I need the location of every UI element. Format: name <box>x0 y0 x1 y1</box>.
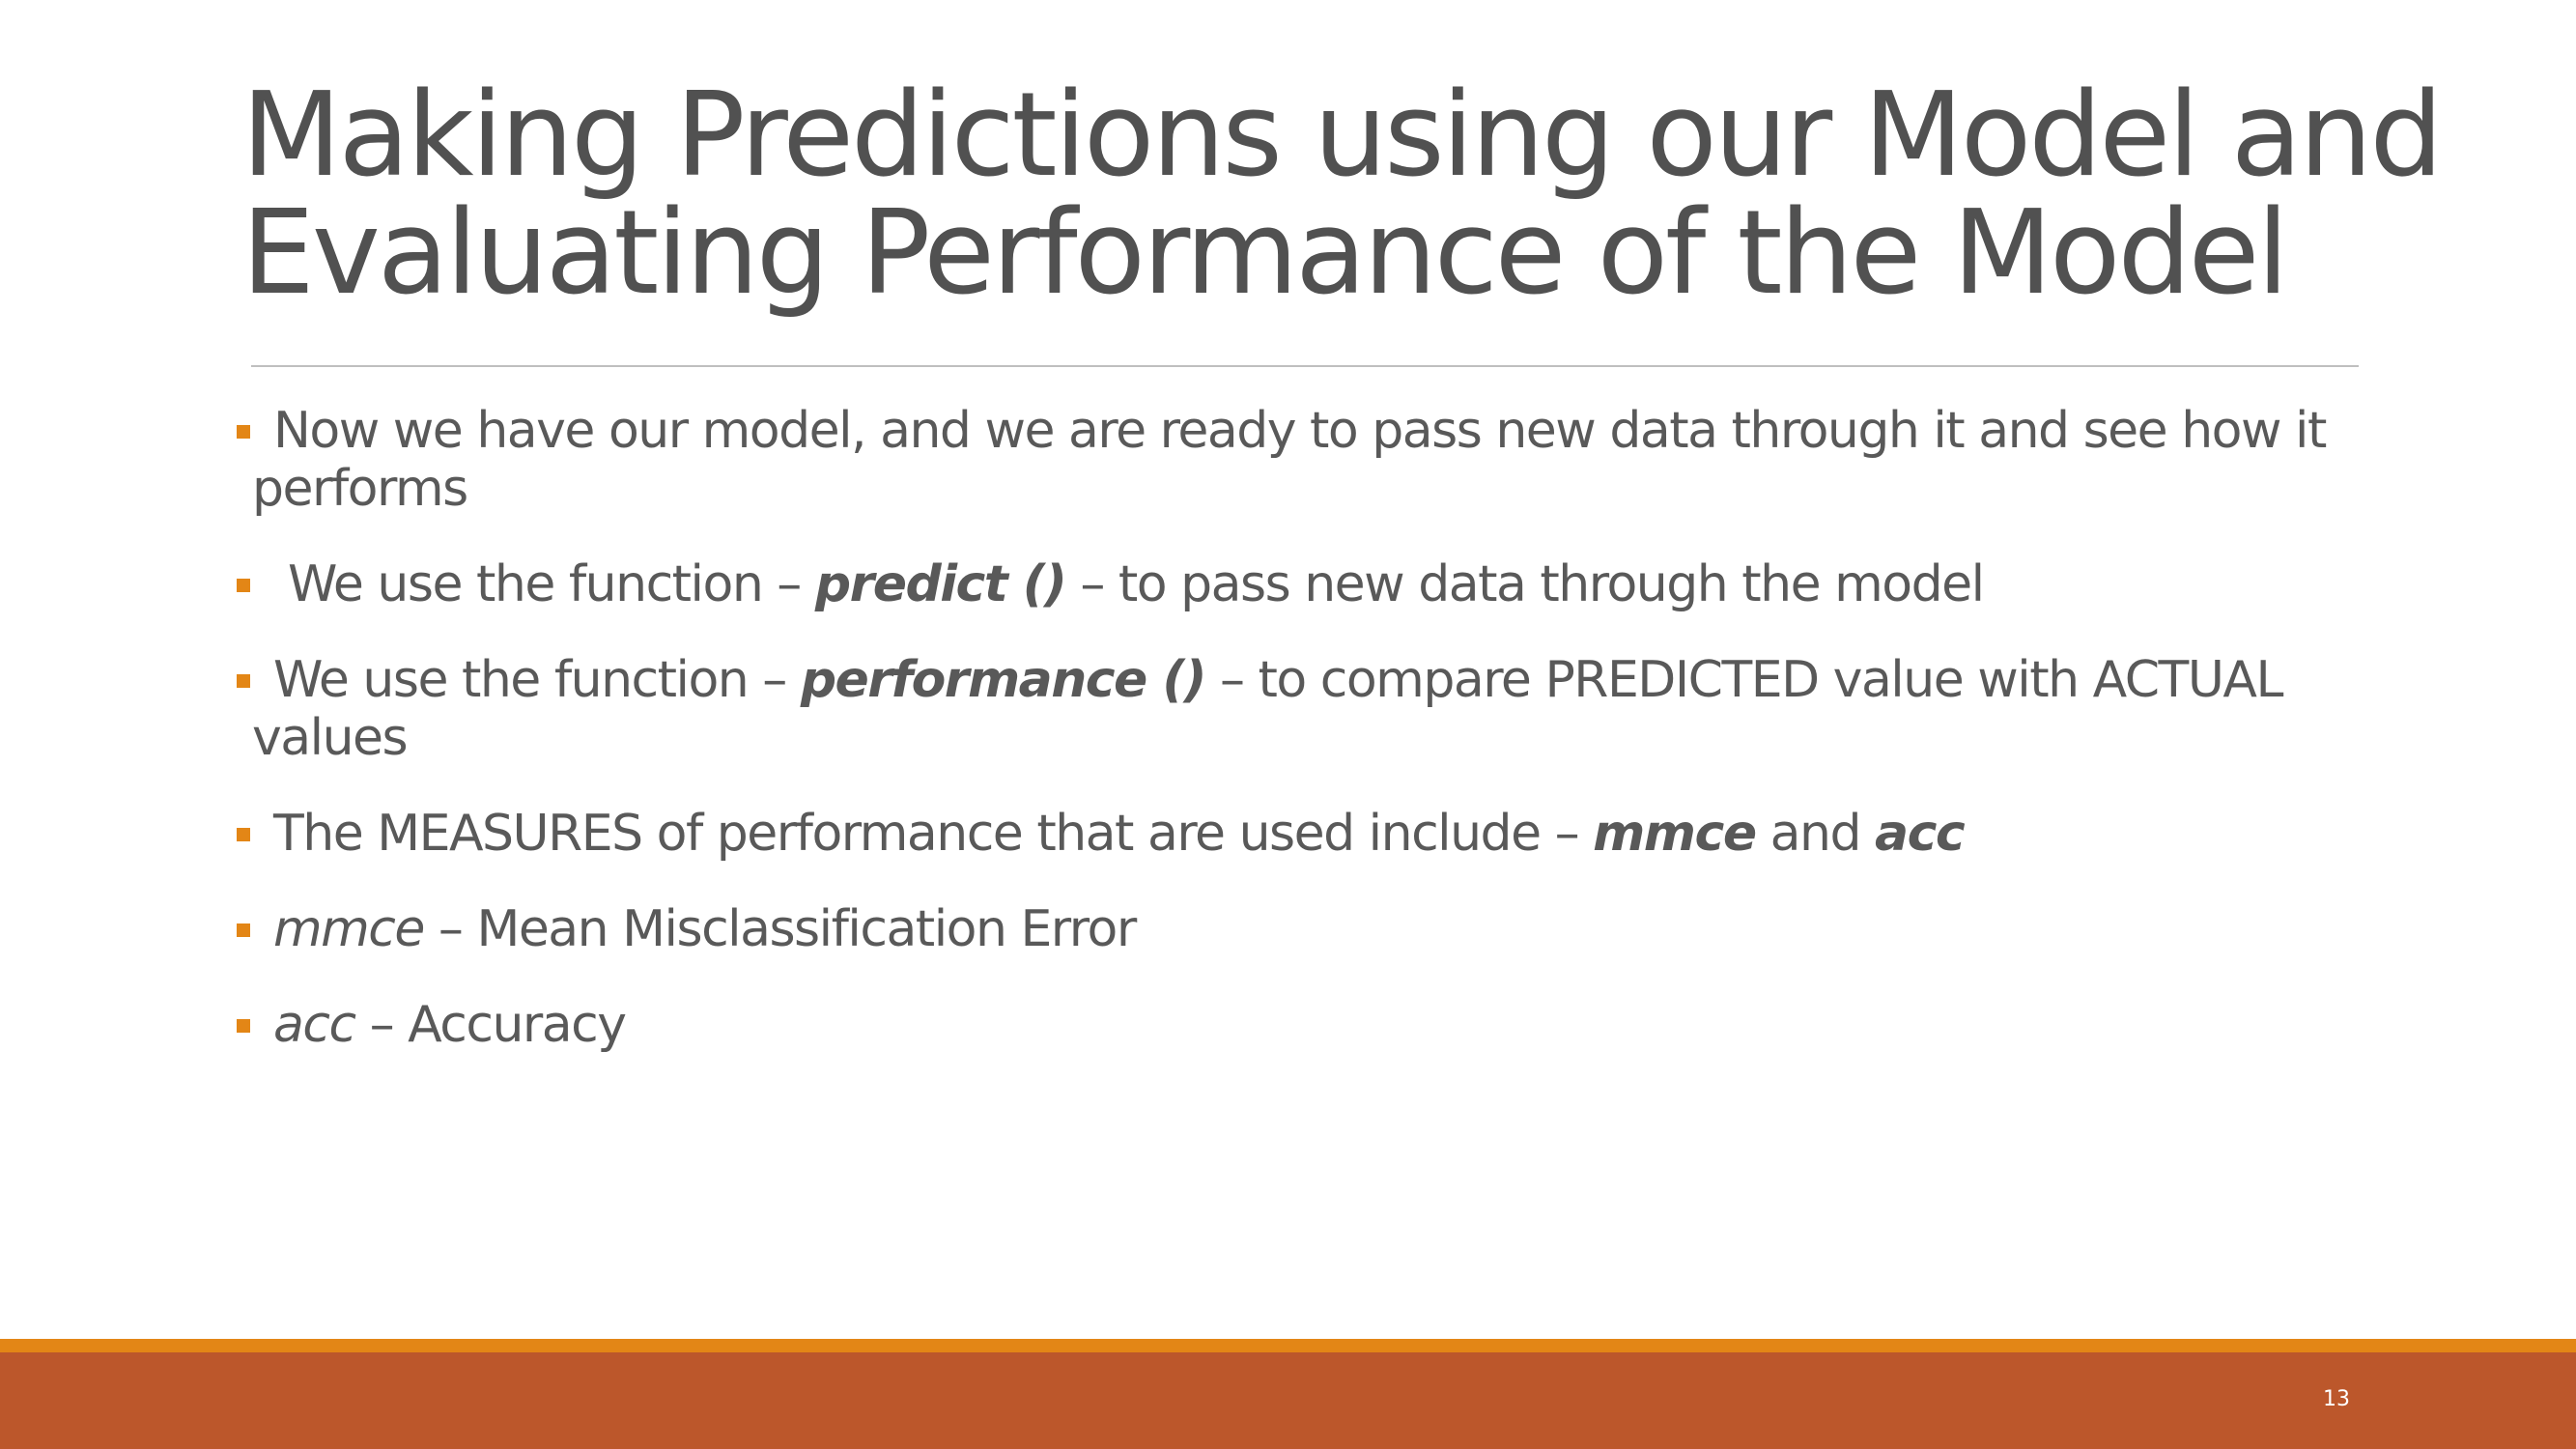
bullet-list: Now we have our model, and we are ready … <box>235 402 2389 1092</box>
slide-title-line-2: Evaluating Performance of the Model <box>241 186 2289 321</box>
square-bullet-icon <box>237 1019 250 1033</box>
bullet-text-pre: We use the function – <box>273 651 801 709</box>
bullet-item-predict-function: We use the function – predict () – to pa… <box>235 555 2389 613</box>
slide-title-line-1: Making Predictions using our Model and <box>241 69 2444 203</box>
bullet-text-continued: performs <box>252 460 468 518</box>
bullet-text-mid: and <box>1755 805 1875 863</box>
bullet-text: Now we have our model, and we are ready … <box>273 402 2327 460</box>
bullet-text: mmce – Mean Misclassification Error <box>273 900 2389 958</box>
page-number: 13 <box>2323 1387 2350 1411</box>
function-name-performance: performance () <box>800 651 1207 709</box>
square-bullet-icon <box>237 425 250 439</box>
square-bullet-icon <box>237 579 250 592</box>
term-mmce: mmce <box>273 900 425 958</box>
bullet-item-mmce-definition: mmce – Mean Misclassification Error <box>235 900 2389 958</box>
bullet-text: We use the function – performance () – t… <box>273 651 2389 709</box>
bullet-text-post: – to pass new data through the model <box>1065 555 1985 613</box>
footer-band: 13 <box>0 1352 2576 1449</box>
bullet-text-continued: values <box>252 709 409 767</box>
bullet-text: We use the function – predict () – to pa… <box>273 555 2389 613</box>
bullet-text: The MEASURES of performance that are use… <box>273 805 2389 863</box>
function-name-predict: predict () <box>814 555 1067 613</box>
definition-mmce: – Mean Misclassification Error <box>423 900 1137 958</box>
definition-acc: – Accuracy <box>354 996 627 1054</box>
bullet-item-performance-function: We use the function – performance () – t… <box>235 651 2389 767</box>
measure-mmce: mmce <box>1593 805 1757 863</box>
bullet-text-pre: We use the function – <box>273 555 815 613</box>
title-divider <box>251 365 2359 367</box>
bullet-text-pre: The MEASURES of performance that are use… <box>273 805 1594 863</box>
bullet-text-post: – to compare PREDICTED value with ACTUAL <box>1204 651 2283 709</box>
footer-accent-stripe <box>0 1339 2576 1352</box>
bullet-item-acc-definition: acc – Accuracy <box>235 996 2389 1054</box>
bullet-item-model-ready: Now we have our model, and we are ready … <box>235 402 2389 518</box>
bullet-text: acc – Accuracy <box>273 996 2389 1054</box>
square-bullet-icon <box>237 828 250 841</box>
square-bullet-icon <box>237 923 250 937</box>
measure-acc: acc <box>1874 805 1966 863</box>
bullet-item-measures: The MEASURES of performance that are use… <box>235 805 2389 863</box>
square-bullet-icon <box>237 674 250 688</box>
term-acc: acc <box>273 996 356 1054</box>
slide-title: Making Predictions using our Model and E… <box>241 69 2444 321</box>
